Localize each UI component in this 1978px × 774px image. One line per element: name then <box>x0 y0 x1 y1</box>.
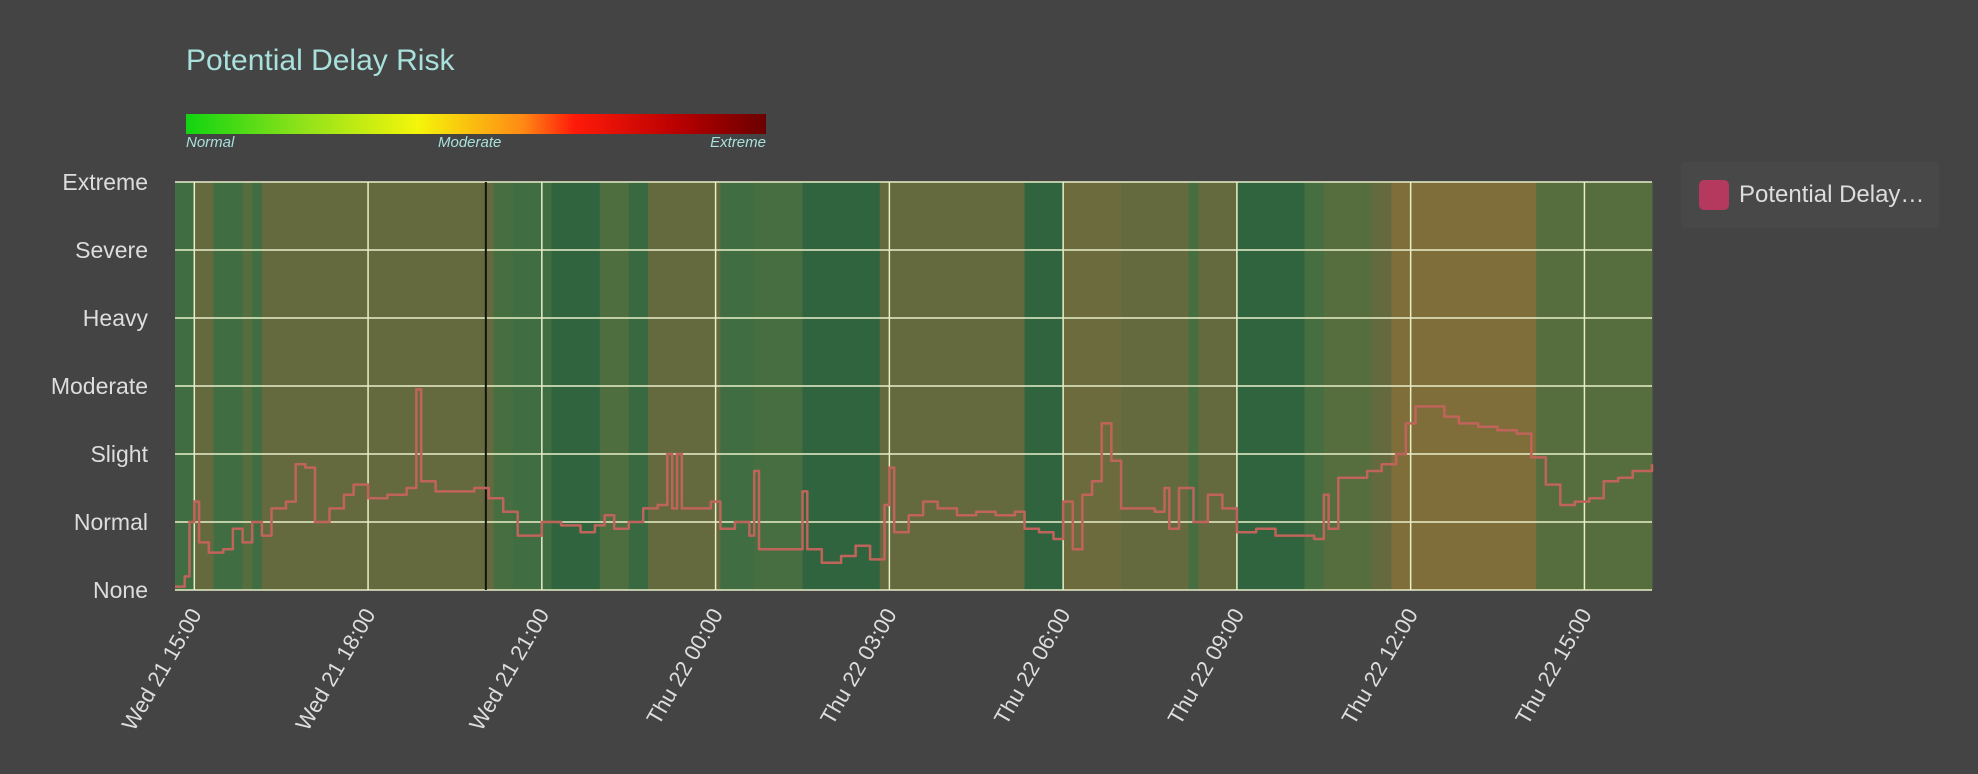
legend[interactable]: Potential Delay… <box>1681 162 1939 228</box>
x-tick-label: Wed 21 18:00 <box>290 604 380 735</box>
scale-label-moderate: Moderate <box>438 134 502 151</box>
x-tick-label: Thu 22 15:00 <box>1510 604 1596 729</box>
x-tick-label: Thu 22 12:00 <box>1337 604 1423 729</box>
series-line-potential-delay <box>175 388 1654 588</box>
series-layer <box>175 388 1654 588</box>
y-axis-labels: None Normal Slight Moderate Heavy Severe Extre… <box>51 169 149 603</box>
x-tick-label: Wed 21 21:00 <box>464 604 554 735</box>
risk-color-scale <box>186 114 766 134</box>
x-axis-labels: Wed 21 15:00 Wed 21 18:00 Wed 21 21:00 Thu … <box>117 604 1597 735</box>
y-tick-label: Moderate <box>51 373 148 399</box>
y-tick-label: None <box>93 577 148 603</box>
legend-label: Potential Delay… <box>1739 181 1925 208</box>
y-tick-label: Slight <box>90 441 148 467</box>
scale-label-normal: Normal <box>186 134 235 151</box>
legend-swatch <box>1699 180 1729 210</box>
x-tick-label: Thu 22 03:00 <box>815 604 901 729</box>
y-tick-label: Normal <box>74 509 148 535</box>
scale-label-extreme: Extreme <box>710 134 766 151</box>
y-tick-label: Extreme <box>62 169 148 195</box>
x-tick-label: Wed 21 15:00 <box>117 604 207 735</box>
x-tick-label: Thu 22 00:00 <box>641 604 727 729</box>
x-tick-label: Thu 22 06:00 <box>989 604 1075 729</box>
chart-title: Potential Delay Risk <box>186 44 455 77</box>
y-tick-label: Heavy <box>83 305 149 331</box>
y-tick-label: Severe <box>75 237 148 263</box>
x-tick-label: Thu 22 09:00 <box>1163 604 1249 729</box>
